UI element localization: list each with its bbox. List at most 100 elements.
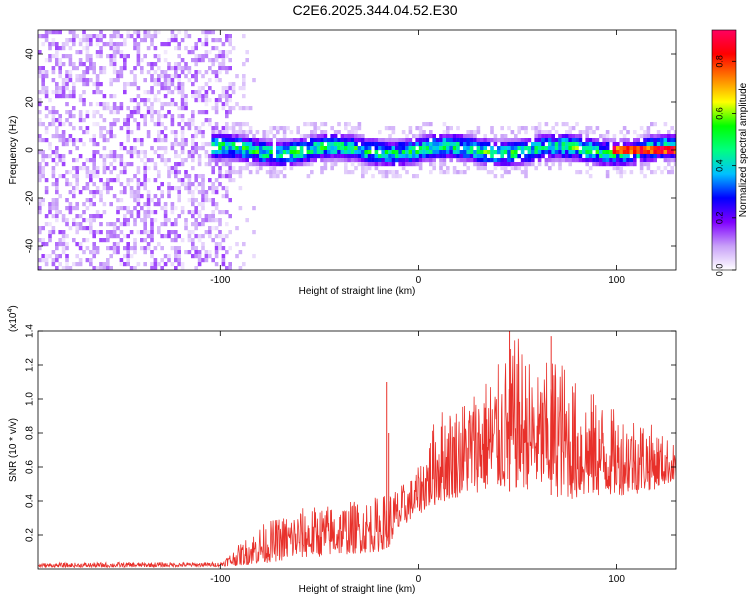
spectrogram-cell (55, 202, 59, 207)
spectrogram-cell (248, 170, 253, 175)
spectrogram-cell (191, 182, 195, 187)
spectrogram-cell (320, 158, 324, 163)
spectrogram-cell (456, 146, 460, 151)
spectrogram-cell (480, 142, 484, 147)
spectrogram-cell (55, 206, 59, 211)
spectrogram-cell (55, 198, 59, 203)
spectrogram-cell (92, 34, 96, 39)
snr-y-multiplier-base: (x10 (8, 312, 19, 332)
spectrogram-cell (163, 134, 168, 139)
spectrogram-cell (269, 138, 273, 143)
spectrogram-cell (163, 210, 168, 215)
spectrogram-cell (401, 166, 406, 171)
spectrogram-cell (123, 118, 127, 123)
spectrogram-cell (401, 154, 406, 159)
spectrogram-cell (194, 174, 198, 179)
spectrogram-cell (442, 142, 447, 147)
spectrogram-cell (187, 66, 192, 71)
y-tick-label: -40 (25, 238, 36, 253)
spectrogram-cell (72, 42, 76, 47)
spectrogram-cell (218, 66, 222, 71)
spectrogram-cell (180, 58, 185, 63)
spectrogram-cell (180, 266, 185, 270)
spectrogram-cell (146, 230, 151, 235)
spectrogram-cell (333, 130, 338, 135)
spectrogram-cell (524, 146, 528, 151)
spectrogram-cell (221, 94, 226, 99)
spectrogram-cell (208, 162, 212, 167)
spectrogram-cell (214, 134, 219, 139)
spectrogram-cell (245, 122, 249, 127)
spectrogram-cell (473, 142, 477, 147)
spectrogram-cell (354, 126, 358, 131)
spectrogram-cell (143, 202, 147, 207)
spectrogram-cell (126, 130, 130, 135)
spectrogram-cell (194, 46, 198, 51)
spectrogram-cell (72, 126, 76, 131)
spectrogram-cell (150, 38, 154, 43)
spectrogram-cell (44, 254, 49, 259)
spectrogram-cell (51, 182, 56, 187)
spectrogram-cell (44, 154, 49, 159)
spectrogram-cell (201, 242, 205, 247)
colorbar: 0.00.20.40.60.8 Normalized spectral ampl… (711, 29, 749, 276)
spectrogram-cell (180, 238, 185, 243)
spectrogram-cell (497, 138, 501, 143)
colorbar-tick-label: 0.6 (714, 107, 724, 120)
spectrogram-cell (201, 234, 205, 239)
spectrogram-cell (55, 94, 59, 99)
spectrogram-cell (146, 70, 151, 75)
spectrogram-cell (163, 214, 168, 219)
spectrogram-cell (95, 150, 100, 155)
spectrogram-cell (238, 250, 243, 255)
spectrogram-cell (146, 98, 151, 103)
spectrogram-cell (180, 102, 185, 107)
spectrogram-cell (89, 34, 93, 39)
spectrogram-cell (293, 162, 297, 167)
spectrogram-cell (197, 182, 202, 187)
spectrogram-cell (425, 146, 430, 151)
spectrogram-cell (41, 154, 45, 159)
spectrogram-cell (184, 174, 188, 179)
spectrogram-cell (279, 162, 283, 167)
spectrogram-cell (660, 150, 664, 155)
spectrogram-cell (483, 138, 487, 143)
spectrogram-cell (639, 146, 644, 151)
spectrogram-cell (129, 194, 134, 199)
y-tick-label: 0.2 (25, 528, 36, 542)
spectrogram-cell (612, 150, 617, 155)
spectrogram-cell (575, 138, 579, 143)
spectrogram-cell (605, 146, 610, 151)
spectrogram-cell (554, 150, 559, 155)
spectrogram-cell (469, 134, 474, 139)
spectrogram-cell (272, 166, 277, 171)
spectrogram-cell (228, 106, 232, 111)
spectrogram-cell (92, 90, 96, 95)
spectrogram-cell (269, 170, 273, 175)
spectrogram-cell (588, 158, 593, 163)
spectrogram-cell (136, 214, 141, 219)
spectrogram-cell (116, 198, 120, 203)
spectrogram-cell (225, 34, 229, 39)
spectrogram-cell (106, 266, 110, 270)
spectrogram-cell (95, 166, 100, 171)
spectrogram-cell (660, 154, 664, 159)
spectrogram-cell (554, 138, 559, 143)
spectrogram-cell (177, 114, 181, 119)
spectrogram-cell (55, 154, 59, 159)
spectrogram-cell (65, 110, 69, 115)
spectrogram-cell (412, 134, 416, 139)
spectrogram-cell (204, 82, 209, 87)
spectrogram-cell (571, 142, 576, 147)
spectrogram-cell (548, 146, 552, 151)
spectrogram-cell (663, 146, 668, 151)
spectrogram-cell (310, 122, 314, 127)
spectrogram-cell (340, 142, 345, 147)
spectrogram-cell (381, 146, 385, 151)
spectrogram-cell (177, 258, 181, 263)
spectrogram-cell (225, 150, 229, 155)
spectrogram-cell (517, 166, 521, 171)
spectrogram-cell (602, 146, 606, 151)
spectrogram-cell (398, 162, 402, 167)
